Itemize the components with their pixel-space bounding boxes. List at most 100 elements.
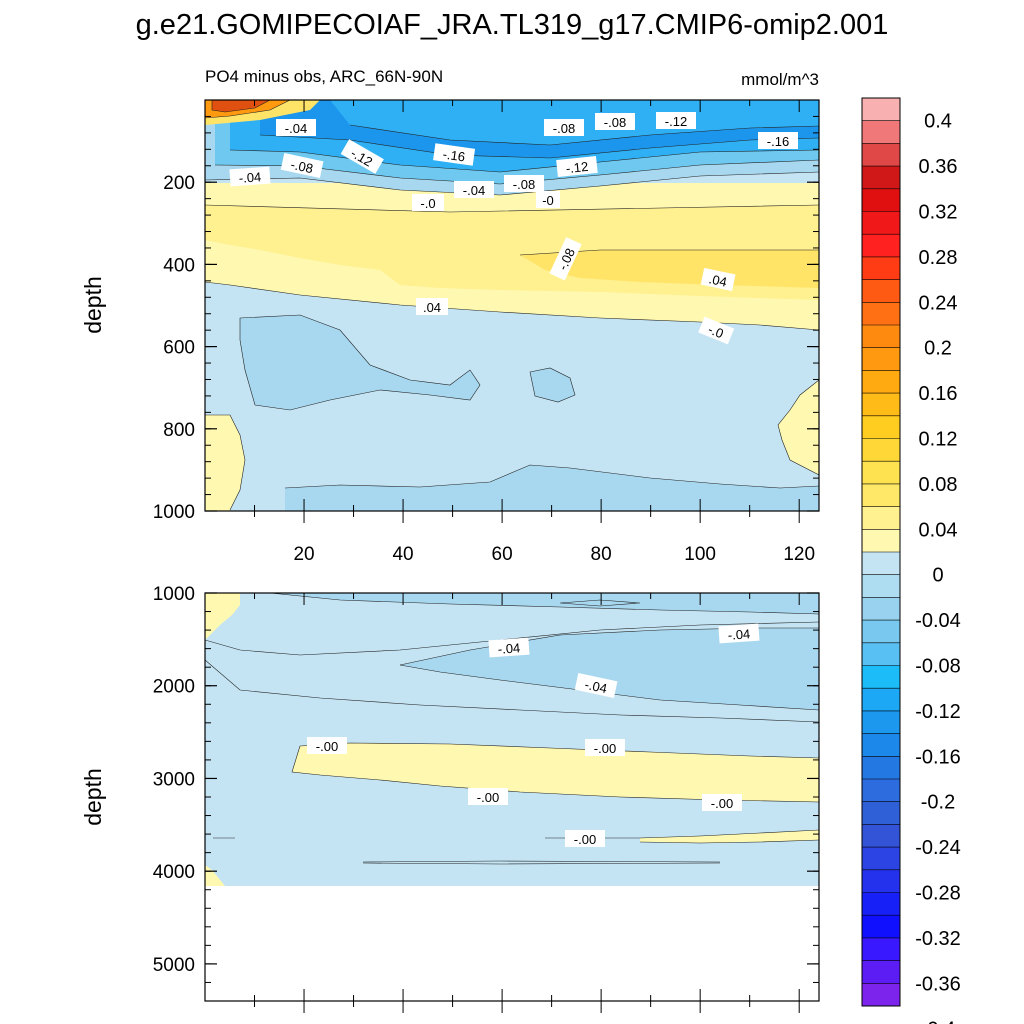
x-tick-label: 120 bbox=[783, 544, 815, 565]
colorbar: 0.4 0.36 0.32 0.28 0.24 0.2 0.16 0.12 0.08 0.04 0 -… bbox=[861, 97, 961, 1024]
svg-text:.04: .04 bbox=[707, 271, 728, 289]
colorbar-label: -0.36 bbox=[915, 973, 961, 995]
svg-text:-.08: -.08 bbox=[513, 177, 535, 192]
colorbar-swatch bbox=[862, 620, 900, 644]
svg-text:-.04: -.04 bbox=[285, 121, 307, 136]
contour-label: -.16 bbox=[758, 132, 798, 149]
colorbar-swatch bbox=[862, 143, 900, 167]
contour-label: -.00 bbox=[702, 794, 742, 811]
colorbar-label: 0.12 bbox=[919, 429, 958, 451]
svg-text:-.08: -.08 bbox=[553, 121, 575, 136]
colorbar-swatch bbox=[862, 461, 900, 485]
svg-text:-.04: -.04 bbox=[463, 183, 485, 198]
chart-title: g.e21.GOMIPECOIAF_JRA.TL319_g17.CMIP6-om… bbox=[136, 9, 889, 41]
svg-text:-.00: -.00 bbox=[594, 741, 616, 756]
colorbar-swatch bbox=[862, 824, 900, 848]
svg-text:-.00: -.00 bbox=[316, 739, 338, 754]
contour-label: -.12 bbox=[556, 155, 598, 178]
colorbar-label: -0.08 bbox=[915, 656, 961, 678]
x-tick-label: 40 bbox=[392, 544, 413, 565]
svg-text:-.00: -.00 bbox=[574, 832, 596, 847]
colorbar-swatch bbox=[862, 166, 900, 190]
contour-label: -.08 bbox=[595, 113, 635, 130]
colorbar-swatch bbox=[862, 710, 900, 735]
colorbar-label: 0.36 bbox=[919, 156, 958, 178]
colorbar-swatch bbox=[862, 597, 900, 621]
svg-text:-.00: -.00 bbox=[711, 796, 733, 811]
svg-text:-.08: -.08 bbox=[604, 115, 626, 130]
colorbar-swatch bbox=[862, 256, 900, 281]
contour-label: -.08 bbox=[544, 119, 584, 136]
svg-text:-.0: -.0 bbox=[420, 196, 435, 211]
bottom-contour-labels: -.04 -.04 -.04 -.00 -.00 -.00 -.00 -.00 bbox=[307, 623, 760, 847]
y-tick-label: 400 bbox=[163, 255, 195, 276]
contour-label: -.04 bbox=[229, 166, 271, 187]
contour-label: -.04 bbox=[718, 623, 760, 644]
contour-label: -.04 bbox=[276, 119, 316, 136]
colorbar-swatch bbox=[862, 574, 900, 598]
colorbar-label: 0.28 bbox=[919, 247, 958, 269]
bottom-panel-ticks: 1000 2000 3000 4000 5000 bbox=[153, 584, 819, 1013]
contour-label: -.00 bbox=[307, 737, 347, 754]
y-tick-label: 4000 bbox=[153, 862, 195, 883]
svg-text:-.16: -.16 bbox=[767, 134, 789, 149]
colorbar-swatch bbox=[862, 552, 900, 576]
colorbar-swatch bbox=[862, 642, 900, 666]
colorbar-swatch bbox=[862, 983, 900, 1007]
colorbar-label: -0.24 bbox=[915, 837, 961, 859]
colorbar-label: 0.2 bbox=[924, 338, 952, 360]
svg-text:-.00: -.00 bbox=[477, 790, 499, 805]
colorbar-swatch bbox=[862, 733, 900, 757]
contour-label: -.04 bbox=[574, 673, 618, 698]
y-tick-label: 200 bbox=[163, 173, 195, 194]
svg-text:-.04: -.04 bbox=[727, 626, 750, 643]
colorbar-swatch bbox=[862, 483, 900, 508]
x-tick-label: 20 bbox=[293, 544, 314, 565]
colorbar-swatch bbox=[862, 234, 900, 258]
colorbar-label: -0.32 bbox=[915, 928, 961, 950]
colorbar-swatch bbox=[862, 779, 900, 803]
x-tick-label: 100 bbox=[684, 544, 716, 565]
colorbar-swatch bbox=[862, 120, 900, 144]
colorbar-frame bbox=[861, 97, 901, 1007]
top-panel-ticks: 200 400 600 800 1000 20 40 60 80 100 120 bbox=[153, 99, 819, 565]
colorbar-swatch bbox=[862, 892, 900, 916]
colorbar-label: -0.2 bbox=[921, 792, 955, 814]
colorbar-label: -0.12 bbox=[915, 701, 961, 723]
colorbar-swatch bbox=[862, 370, 900, 394]
svg-text:-.04: -.04 bbox=[497, 640, 520, 657]
y-tick-label: 5000 bbox=[153, 955, 195, 976]
colorbar-label: 0.08 bbox=[919, 474, 958, 496]
colorbar-label: 0 bbox=[932, 565, 943, 587]
colorbar-label: -0.04 bbox=[915, 610, 961, 632]
colorbar-swatch bbox=[862, 211, 900, 235]
contour-label: -.08 bbox=[504, 175, 544, 192]
svg-text:-.12: -.12 bbox=[665, 114, 687, 129]
colorbar-swatch bbox=[862, 801, 900, 825]
bottom-ylabel: depth bbox=[80, 768, 106, 826]
svg-text:.04: .04 bbox=[423, 300, 441, 315]
y-tick-label: 3000 bbox=[153, 769, 195, 790]
colorbar-swatch bbox=[862, 188, 900, 212]
colorbar-swatch bbox=[862, 688, 900, 712]
contour-label: -.04 bbox=[488, 637, 530, 658]
colorbar-swatch bbox=[862, 302, 900, 326]
contour-label: -.00 bbox=[565, 830, 605, 847]
svg-text:-.0: -.0 bbox=[706, 322, 726, 342]
contour-label: -.16 bbox=[433, 143, 476, 166]
svg-text:-0: -0 bbox=[542, 193, 554, 208]
colorbar-label: -0.28 bbox=[915, 883, 961, 905]
contour-label: -.00 bbox=[585, 739, 625, 756]
y-tick-label: 2000 bbox=[153, 677, 195, 698]
y-tick-label: 600 bbox=[163, 338, 195, 359]
colorbar-swatch bbox=[862, 347, 900, 371]
contour-label: -.08 bbox=[280, 153, 324, 178]
colorbar-swatch bbox=[862, 325, 900, 349]
colorbar-swatch bbox=[862, 98, 900, 122]
contour-label: .04 bbox=[700, 267, 736, 292]
x-tick-label: 80 bbox=[591, 544, 612, 565]
contour-label: -0 bbox=[536, 191, 560, 208]
colorbar-label: -0.16 bbox=[915, 746, 961, 768]
colorbar-swatch bbox=[862, 665, 900, 689]
colorbar-swatch bbox=[862, 756, 900, 780]
